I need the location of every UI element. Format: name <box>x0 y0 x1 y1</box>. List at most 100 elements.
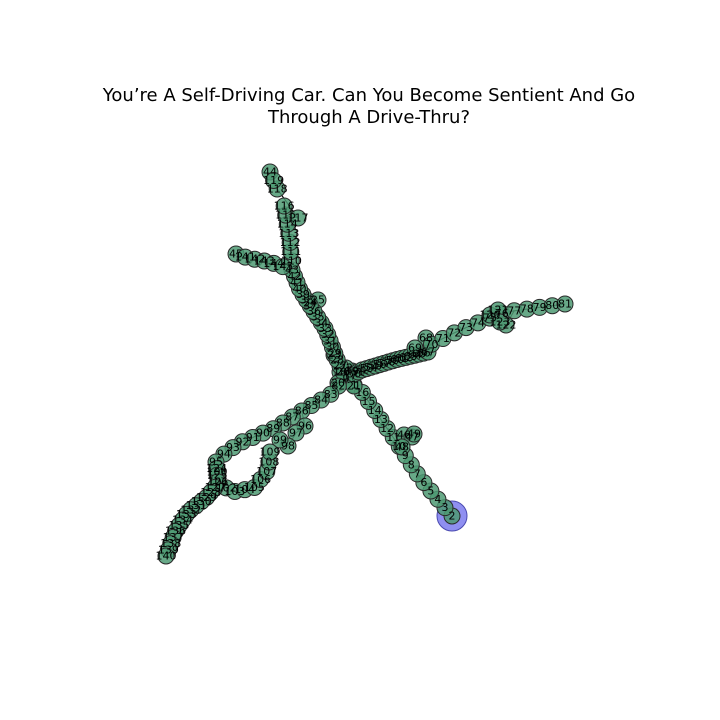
graph-node-label: 26 <box>336 365 350 378</box>
graph-node-label: 98 <box>281 440 295 453</box>
graph-node-label: 23 <box>327 349 341 362</box>
graph-node-label: 76 <box>495 307 509 320</box>
graph-node-label: 33 <box>318 322 332 335</box>
graph-node-label: 53 <box>360 362 374 375</box>
graph-node-label: 79 <box>533 301 547 314</box>
graph-node-label: 45 <box>229 248 243 261</box>
graph-node-label: 134 <box>172 514 193 527</box>
graph-node-label: 67 <box>421 346 435 359</box>
graph-node-label: 57 <box>377 357 391 370</box>
graph-node-label: 118 <box>267 182 288 195</box>
graph-node-label: 48 <box>395 441 409 454</box>
graph-node-label: 64 <box>408 349 422 362</box>
graph-node-label: 4 <box>434 493 441 506</box>
graph-node-140 <box>157 547 175 565</box>
graph-node-label: 99 <box>273 434 287 447</box>
graph-node-label: 103 <box>224 485 245 498</box>
graph-node-label: 73 <box>459 321 473 334</box>
graph-node-label: 34 <box>314 316 328 329</box>
graph-node-label: 30 <box>325 341 339 354</box>
graph-node-label: 143 <box>254 254 275 267</box>
graph-node-label: 15 <box>362 395 376 408</box>
graph-node-label: 74 <box>471 316 485 329</box>
graph-node-label: 55 <box>368 359 382 372</box>
graph-node-label: 125 <box>207 469 228 482</box>
graph-node-label: 135 <box>168 519 189 532</box>
graph-node-label: 126 <box>207 475 228 488</box>
graph-node-label: 92 <box>235 435 249 448</box>
graph-node-label: 110 <box>281 254 302 267</box>
graph-node-label: 43 <box>285 264 299 277</box>
graph-node-label: 97 <box>289 427 303 440</box>
graph-node-label: 107 <box>256 465 277 478</box>
graph-node-label: 42 <box>288 270 302 283</box>
graph-node-label: 66 <box>417 347 431 360</box>
graph-node-99 <box>271 431 289 449</box>
graph-node-label: 13 <box>374 413 388 426</box>
graph-node-label: 121 <box>488 304 509 317</box>
graph-node-label: 145 <box>272 260 293 273</box>
graph-node-label: 127 <box>205 481 226 494</box>
graph-node-81 <box>556 295 574 313</box>
graph-node-label: 122 <box>496 319 517 332</box>
graph-node-label: 89 <box>266 422 280 435</box>
graph-node-label: 31 <box>323 334 337 347</box>
graph-node-label: 22 <box>339 362 353 375</box>
graph-node-label: 14 <box>368 404 382 417</box>
graph-node-label: 138 <box>160 537 181 550</box>
graph-node-label: 96 <box>298 420 312 433</box>
graph-node-label: 12 <box>380 422 394 435</box>
graph-node-label: 61 <box>395 352 409 365</box>
graph-node-label: 27 <box>333 359 347 372</box>
graph-node-label: 120 <box>480 309 501 322</box>
graph-node-label: 88 <box>276 416 290 429</box>
graph-node-label: 63 <box>403 350 417 363</box>
graph-node-label: 108 <box>258 455 279 468</box>
graph-node-116 <box>275 197 293 215</box>
graph-node-label: 5 <box>427 484 434 497</box>
graph-node-label: 116 <box>274 200 295 213</box>
graph-node-label: 38 <box>300 294 314 307</box>
graph-node-label: 115 <box>275 209 296 222</box>
graph-node-label: 24 <box>303 297 317 310</box>
graph-node-label: 133 <box>176 508 197 521</box>
graph-node-label: 137 <box>163 531 184 544</box>
graph-node-label: 100 <box>207 466 228 479</box>
graph-node-label: 20 <box>331 377 345 390</box>
graph-node-label: 44 <box>263 166 277 179</box>
graph-node-label: 78 <box>520 303 534 316</box>
graph-node-119 <box>265 171 283 189</box>
graph-node-label: 16 <box>355 386 369 399</box>
graph-node-label: 129 <box>196 491 217 504</box>
graph-node-label: 77 <box>507 304 521 317</box>
graph-node-97 <box>287 424 305 442</box>
graph-node-label: 130 <box>191 495 212 508</box>
graph-node-label: 7 <box>414 467 421 480</box>
graph-node-label: 90 <box>256 427 270 440</box>
graph-node-label: 11 <box>386 431 400 444</box>
graph-node-label: 40 <box>293 282 307 295</box>
graph-node-label: 112 <box>280 236 301 249</box>
graph-node-label: 0 <box>343 372 350 385</box>
graph-node-label: 1 <box>351 379 358 392</box>
graph-node-label: 68 <box>419 332 433 345</box>
graph-node-label: 56 <box>373 358 387 371</box>
graph-node-label: 119 <box>263 174 284 187</box>
graph-node-label: 41 <box>290 276 304 289</box>
graph-node-label: 84 <box>314 394 328 407</box>
graph-node-123 <box>491 313 509 331</box>
graph-node-label: 139 <box>158 543 179 556</box>
graph-node-109 <box>261 443 279 461</box>
graph-node-145 <box>274 258 292 276</box>
graph-node-label: 18 <box>333 366 347 379</box>
graph-node-label: 3 <box>441 501 448 514</box>
graph-node-label: 93 <box>226 441 240 454</box>
graph-node-label: 87 <box>285 410 299 423</box>
graph-node-label: 91 <box>246 431 260 444</box>
graph-node-label: 71 <box>436 332 450 345</box>
graph-node-label: 142 <box>244 253 265 266</box>
graph-node-label: 50 <box>347 367 361 380</box>
graph-node-label: 104 <box>234 483 255 496</box>
graph-node-label: 25 <box>311 294 325 307</box>
